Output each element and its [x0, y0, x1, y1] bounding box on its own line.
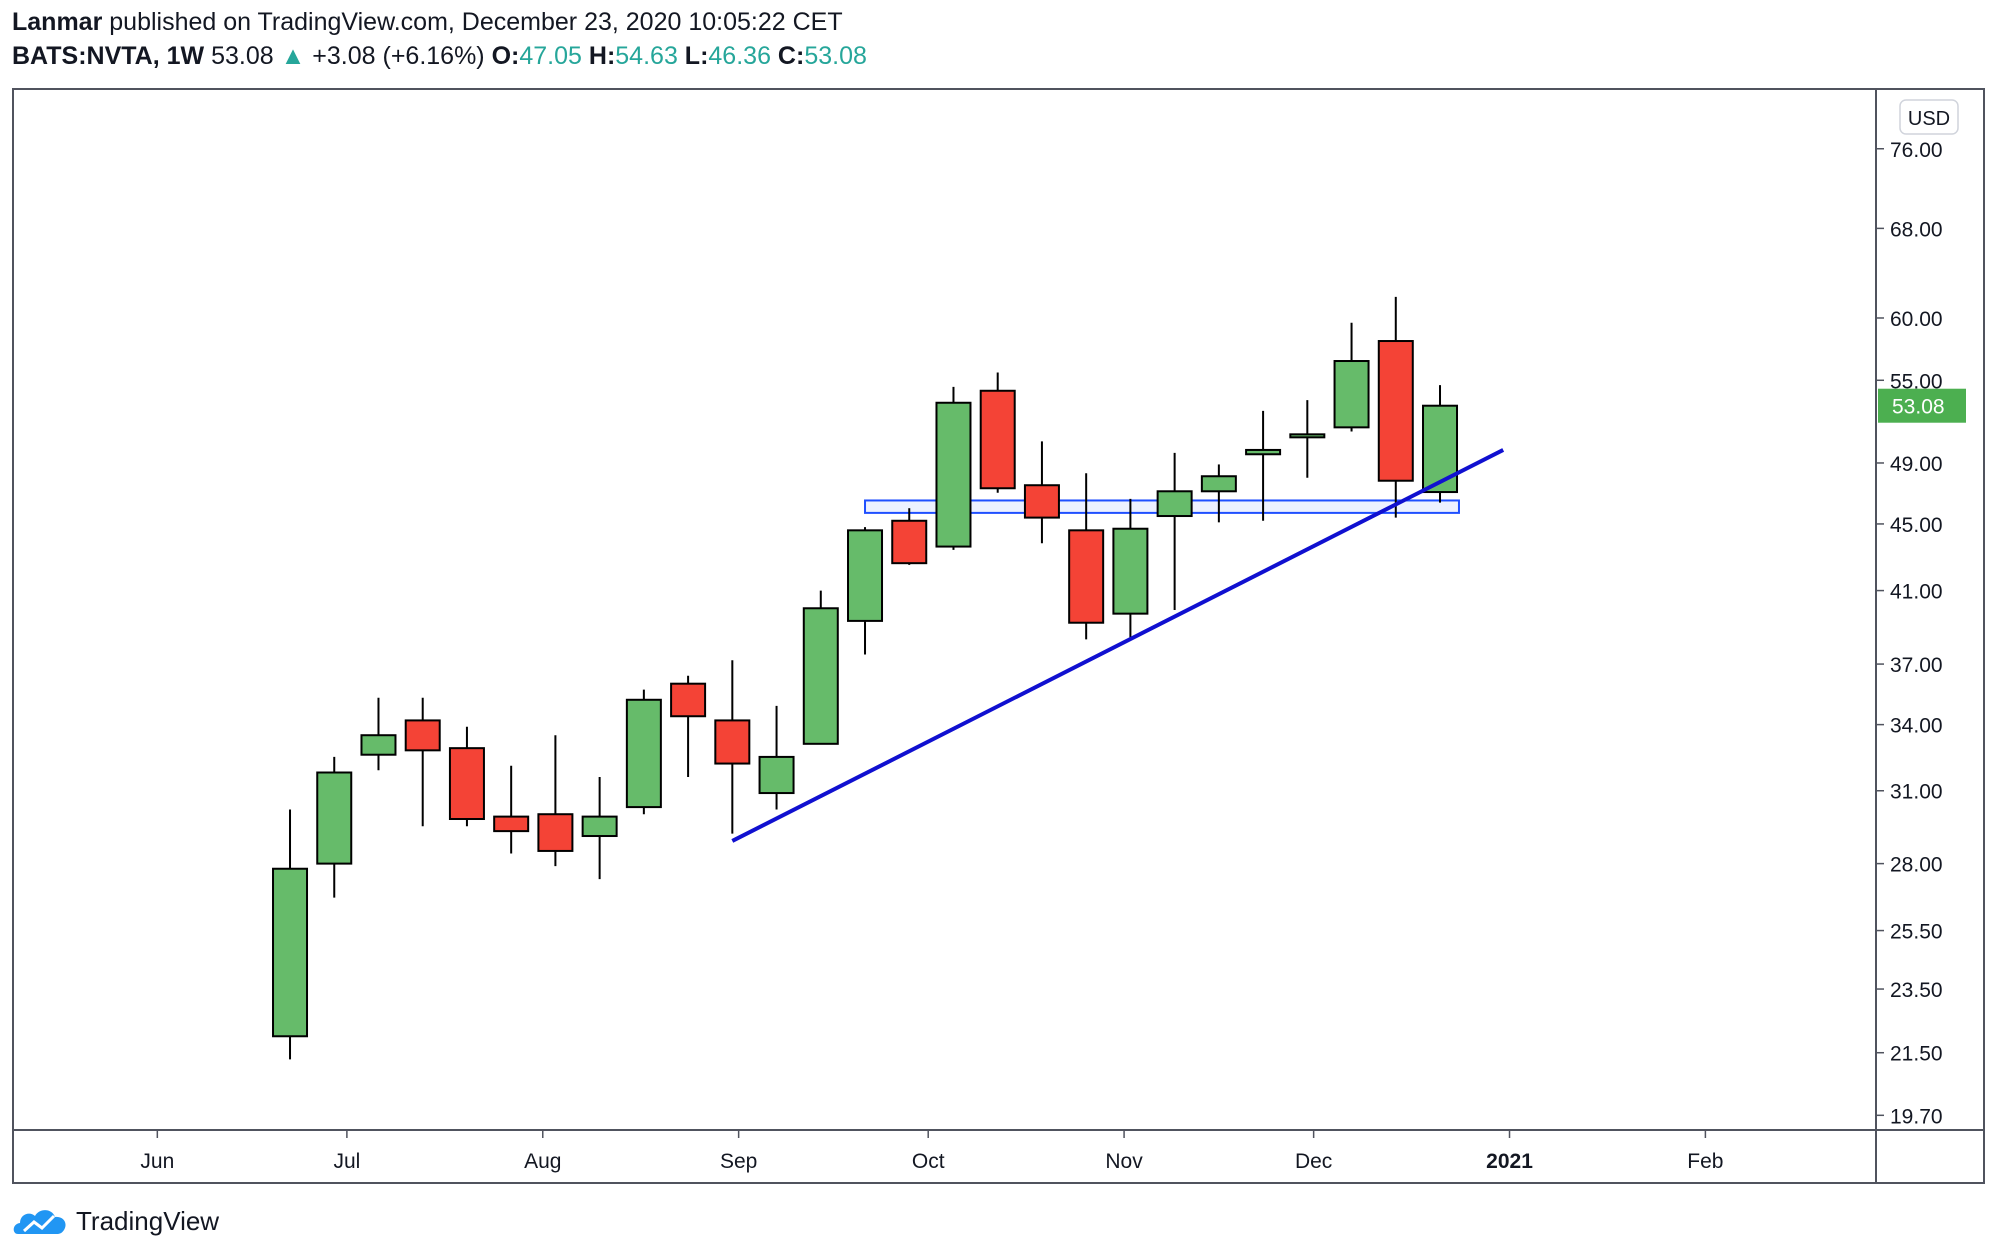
y-tick-label: 37.00 [1890, 654, 1943, 677]
x-tick-label: Jul [333, 1150, 360, 1173]
candle-body[interactable] [316, 771, 353, 865]
tradingview-cloud-icon[interactable] [12, 1204, 68, 1238]
open-value: 47.05 [519, 42, 582, 70]
y-tick-label: 49.00 [1890, 453, 1943, 476]
candle-body[interactable] [1333, 360, 1370, 429]
x-tick-label: 2021 [1486, 1150, 1533, 1173]
high-label: H: [588, 42, 616, 70]
currency-label[interactable]: USD [1908, 108, 1950, 130]
y-tick-label: 41.00 [1890, 581, 1943, 604]
y-tick-label: 34.00 [1890, 715, 1943, 738]
candle-body[interactable] [1422, 404, 1459, 494]
candle-body[interactable] [404, 719, 441, 752]
y-tick-label: 28.00 [1890, 854, 1943, 877]
candle-body[interactable] [448, 747, 485, 821]
candle-body[interactable] [1112, 527, 1149, 615]
up-arrow-icon: ▲ [280, 42, 306, 70]
y-tick-label: 21.50 [1890, 1043, 1943, 1066]
published-text: published on TradingView.com, December 2… [109, 8, 843, 36]
y-tick-label: 76.00 [1890, 139, 1943, 162]
x-tick-label: Aug [524, 1150, 561, 1173]
candle-body[interactable] [847, 529, 884, 622]
footer: TradingView [12, 1204, 219, 1238]
candle-body[interactable] [802, 607, 839, 745]
publish-line: Lanmar published on TradingView.com, Dec… [12, 8, 843, 37]
x-tick-label: Nov [1105, 1150, 1143, 1173]
candle-body[interactable] [1245, 448, 1282, 456]
price-change: +3.08 (+6.16%) [312, 42, 485, 70]
y-tick-label: 45.00 [1890, 514, 1943, 537]
candle-body[interactable] [670, 682, 707, 718]
candle-body[interactable] [935, 401, 972, 548]
candlestick-chart[interactable]: 19.70 21.50 23.50 25.50 28.00 31.00 34.00 37.00… [0, 0, 1998, 1190]
candle-body[interactable] [537, 813, 574, 852]
tradingview-brand[interactable]: TradingView [76, 1205, 220, 1236]
trendline[interactable] [731, 448, 1505, 843]
open-label: O: [491, 42, 520, 70]
candle-body[interactable] [1023, 484, 1060, 519]
close-value: 53.08 [804, 42, 867, 70]
ohlc-legend: BATS:NVTA, 1W 53.08 ▲ +3.08 (+6.16%) O:4… [12, 42, 867, 71]
candle-body[interactable] [360, 734, 397, 756]
x-tick-label: Sep [720, 1150, 757, 1173]
x-tick-label: Dec [1295, 1150, 1332, 1173]
candle-body[interactable] [1156, 490, 1193, 518]
y-tick-label: 25.50 [1890, 921, 1943, 944]
candle-body[interactable] [891, 519, 928, 565]
y-tick-label: 19.70 [1890, 1105, 1943, 1128]
candle-body[interactable] [1289, 433, 1326, 439]
y-tick-label: 23.50 [1890, 979, 1943, 1002]
low-value: 46.36 [708, 42, 771, 70]
candle-body[interactable] [625, 698, 662, 809]
y-tick-label: 55.00 [1890, 370, 1943, 393]
author-name[interactable]: Lanmar [12, 8, 103, 36]
candle-body[interactable] [1377, 340, 1414, 482]
low-label: L: [684, 42, 709, 70]
close-label: C: [777, 42, 805, 70]
y-tick-label: 31.00 [1890, 781, 1943, 804]
candle-body[interactable] [1200, 475, 1237, 493]
candle-body[interactable] [1068, 529, 1105, 624]
high-value: 54.63 [615, 42, 678, 70]
candle-body[interactable] [758, 755, 795, 795]
last-price-badge [1878, 388, 1966, 423]
last-price-label: 53.08 [1892, 396, 1945, 419]
x-tick-label: Feb [1687, 1150, 1723, 1173]
last-price: 53.08 [211, 42, 274, 70]
chart-frame [12, 88, 1985, 1184]
symbol-label[interactable]: BATS:NVTA, 1W [12, 42, 205, 70]
y-tick-label: 60.00 [1890, 308, 1943, 331]
currency-button[interactable] [1899, 99, 1959, 135]
x-tick-label: Jun [140, 1150, 174, 1173]
candle-body[interactable] [714, 719, 751, 765]
candle-body[interactable] [581, 815, 618, 838]
y-tick-label: 68.00 [1890, 218, 1943, 241]
x-tick-label: Oct [912, 1150, 945, 1173]
candle-body[interactable] [493, 815, 530, 833]
candle-body[interactable] [979, 389, 1016, 490]
candle-body[interactable] [272, 867, 309, 1038]
